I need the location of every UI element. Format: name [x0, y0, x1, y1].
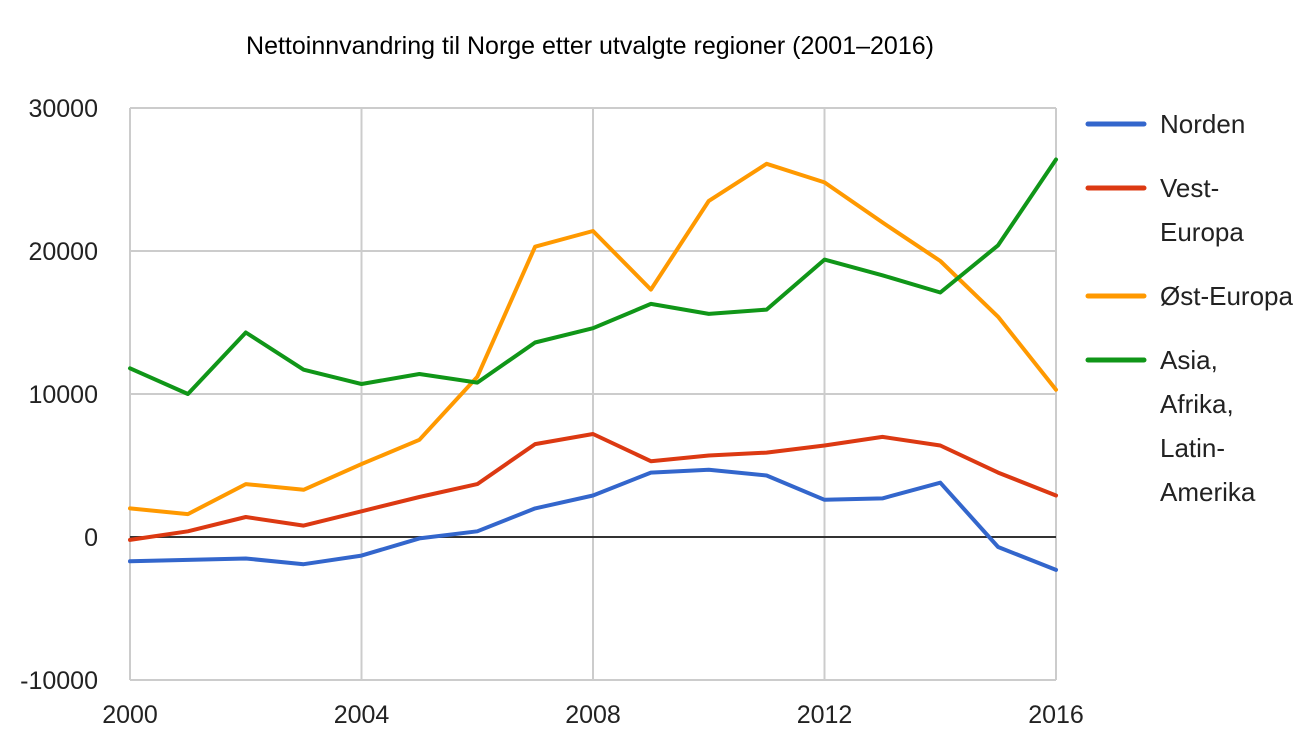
series-line-norden [128, 467, 1058, 572]
y-tick-label: 30000 [28, 95, 98, 123]
legend-item-norden: Norden [1085, 109, 1245, 139]
legend-label: Europa [1160, 217, 1244, 247]
y-tick-label: 20000 [28, 238, 98, 266]
series-lines [128, 157, 1058, 572]
legend-item-vest-europa: Vest- Europa [1085, 173, 1244, 247]
legend-label: Vest- [1160, 173, 1219, 203]
series-line-vest-europa [128, 432, 1058, 542]
legend-label: Asia, [1160, 345, 1218, 375]
legend-item-asia-afrika-latin-amerika: Asia, Afrika, Latin- Amerika [1085, 345, 1256, 507]
y-tick-label: -10000 [20, 667, 98, 695]
x-tick-label: 2000 [102, 701, 158, 729]
chart-title: Nettoinnvandring til Norge etter utvalgt… [246, 32, 934, 60]
gridlines [129, 107, 1057, 681]
legend-label: Latin- [1160, 433, 1225, 463]
legend-label: Afrika, [1160, 389, 1234, 419]
legend-label: Amerika [1160, 477, 1256, 507]
series-line-asia-afrika-latin-amerika [128, 157, 1058, 396]
series-line-øst-europa [128, 161, 1058, 517]
x-tick-label: 2012 [797, 701, 853, 729]
y-tick-label: 10000 [28, 381, 98, 409]
legend-item-øst-europa: Øst-Europa [1085, 281, 1293, 311]
legend-label: Øst-Europa [1160, 281, 1293, 311]
x-tick-label: 2004 [334, 701, 390, 729]
x-tick-label: 2008 [565, 701, 621, 729]
legend-label: Norden [1160, 109, 1245, 139]
legend: Norden Vest- Europa Øst-Europa Asia, Afrika, L… [1085, 109, 1293, 507]
y-tick-label: 0 [84, 524, 98, 552]
x-tick-label: 2016 [1028, 701, 1084, 729]
